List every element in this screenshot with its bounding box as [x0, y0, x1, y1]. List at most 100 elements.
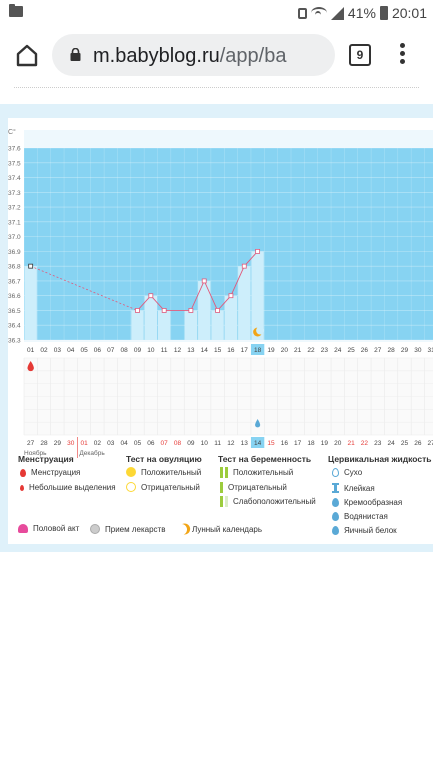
calendar-date-label: 05	[134, 440, 142, 447]
x-day-label: 01	[27, 347, 35, 354]
y-tick-label: 36.9	[8, 249, 21, 256]
temperature-point-day-11	[161, 308, 167, 313]
calendar-date-label: 03	[107, 440, 115, 447]
calendar-date-label: 04	[121, 440, 129, 447]
legend-menstruation-title: Менструация	[18, 454, 74, 464]
legend-menstruation: Менструация	[18, 454, 74, 464]
x-day-label: 26	[361, 347, 369, 354]
x-day-label: 22	[307, 347, 315, 354]
x-day-label: 11	[161, 347, 168, 354]
x-day-label: 27	[374, 347, 382, 354]
single-line-icon	[220, 482, 223, 493]
current-date-highlight	[250, 437, 265, 448]
url-path: /app/ba	[219, 45, 287, 67]
x-day-label: 17	[241, 347, 249, 354]
temperature-bar-day-01	[24, 266, 37, 340]
calendar-date-label: 12	[227, 440, 235, 447]
calendar-date-label: 02	[94, 440, 102, 447]
browser-toolbar: m.babyblog.ru/app/ba 9	[0, 26, 433, 84]
battery-percent: 41%	[347, 5, 376, 21]
legend-cervical-title: Цервикальная жидкость	[328, 454, 432, 464]
legend-label: Слабоположительный	[233, 497, 316, 506]
legend-label: Клейкая	[344, 483, 375, 493]
legend-cervical-creamy: Кремообразная	[332, 498, 402, 507]
calendar-date-label: 27	[428, 440, 433, 447]
legend-label: Небольшие выделения	[29, 483, 116, 492]
home-button[interactable]	[12, 40, 42, 70]
calendar-date-label: 30	[67, 440, 75, 447]
x-day-label: 06	[94, 347, 102, 354]
legend-pregnancy-title: Тест на беременность	[218, 454, 312, 464]
calendar-date-label: 25	[401, 440, 409, 447]
creamy-drop-icon	[332, 498, 339, 507]
calendar-date-label: 07	[161, 440, 169, 447]
x-day-label: 02	[40, 347, 48, 354]
legend-ovulation: Тест на овуляцию	[126, 454, 202, 464]
x-day-label: 18	[254, 347, 262, 354]
temperature-bar-day-11	[158, 310, 171, 340]
y-tick-label: 36.8	[8, 264, 21, 271]
calendar-date-label: 19	[321, 440, 329, 447]
temperature-bar-day-10	[144, 295, 157, 340]
clock: 20:01	[391, 5, 427, 21]
calendar-date-label: 09	[187, 440, 195, 447]
x-day-label: 30	[414, 347, 422, 354]
month-label-next: Декабрь	[79, 449, 105, 457]
temperature-bar-day-13	[184, 310, 198, 340]
y-axis-unit: С°	[8, 128, 16, 136]
temperature-dashed-line	[30, 265, 138, 311]
address-bar[interactable]: m.babyblog.ru/app/ba	[52, 34, 335, 76]
calendar-date-label: 11	[214, 440, 221, 447]
legend-label: Менструация	[31, 468, 81, 477]
y-tick-label: 36.5	[8, 308, 21, 315]
y-tick-label: 37.4	[8, 175, 21, 182]
temperature-point-day-13	[188, 308, 194, 313]
temperature-point-day-18	[255, 248, 261, 254]
x-day-label: 15	[214, 347, 222, 354]
moon-marker-cutout	[256, 326, 265, 335]
y-tick-label: 36.3	[8, 338, 21, 345]
faint-line-icon	[220, 496, 228, 507]
y-tick-label: 37.5	[8, 160, 21, 167]
x-day-label: 20	[281, 347, 289, 354]
x-day-label: 07	[107, 347, 115, 354]
signal-icon	[330, 6, 344, 20]
legend-label: Лунный календарь	[192, 525, 263, 534]
menstruation-drop-icon	[27, 361, 34, 372]
legend-pregnancy: Тест на беременность	[218, 454, 311, 464]
month-label-prev: Ноябрь	[24, 449, 47, 457]
calendar-date-label: 06	[147, 440, 155, 447]
eggwhite-drop-icon	[332, 526, 339, 535]
x-day-label: 08	[121, 347, 129, 354]
battery-icon	[379, 6, 388, 20]
x-day-label: 31	[428, 347, 433, 354]
calendar-date-label: 08	[174, 440, 182, 447]
y-tick-label: 37.3	[8, 190, 21, 197]
calendar-date-label: 13	[241, 440, 249, 447]
legend-spotting-item: Небольшие выделения	[20, 483, 116, 492]
y-tick-label: 37.0	[8, 234, 21, 241]
calendar-date-label: 27	[27, 440, 35, 447]
legend-label: Прием лекарств	[105, 524, 166, 534]
legend-menstruation-item: Менструация	[20, 468, 80, 477]
tab-switcher-button[interactable]: 9	[349, 44, 371, 66]
wifi-icon	[310, 7, 327, 19]
legend-cervical-dry: Сухо	[332, 468, 362, 477]
x-day-label: 14	[201, 347, 209, 354]
y-tick-label: 36.7	[8, 278, 21, 285]
temperature-point-day-10	[148, 293, 154, 299]
bbt-chart: С° 37.6 37.5 37.4 37.3 37.2 37.1 37.0 36.9 36.8 36…	[8, 128, 433, 458]
chart-card: С° 37.6 37.5 37.4 37.3 37.2 37.1 37.0 36.9 36.8 36…	[8, 118, 433, 544]
legend-label: Кремообразная	[344, 498, 403, 507]
legend-ovulation-title: Тест на овуляцию	[126, 454, 202, 464]
x-day-label: 13	[187, 347, 195, 354]
temperature-bar-day-15	[211, 310, 224, 340]
legend-pregnancy-weak: Слабоположительный	[220, 496, 316, 507]
chart-panel: С° 37.6 37.5 37.4 37.3 37.2 37.1 37.0 36.9 36.8 36…	[0, 104, 433, 552]
x-day-label: 16	[227, 347, 235, 354]
overflow-menu-button[interactable]	[398, 43, 406, 67]
calendar-date-label: 24	[388, 440, 396, 447]
temperature-point-day-14	[201, 278, 207, 284]
status-bar: 41% 20:01	[0, 0, 433, 26]
temperature-point-day-16	[228, 293, 234, 299]
